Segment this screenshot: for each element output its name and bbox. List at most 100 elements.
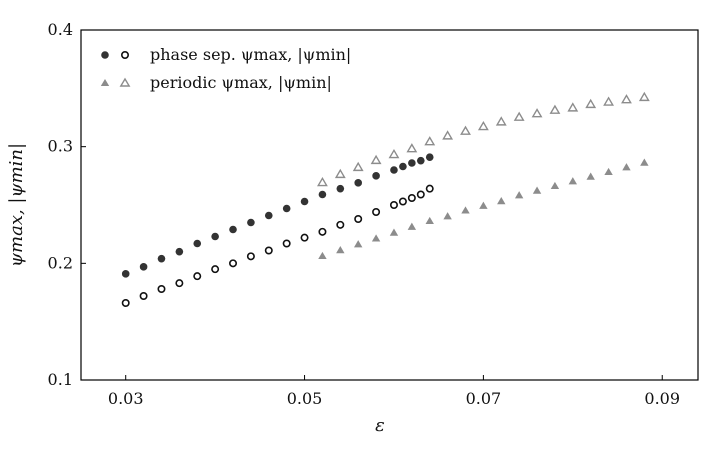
- data-point: [389, 201, 398, 210]
- data-point: [567, 102, 579, 112]
- data-point: [354, 240, 363, 248]
- data-point: [175, 279, 184, 288]
- data-point: [603, 96, 614, 106]
- data-point: [318, 190, 327, 199]
- data-point: [495, 116, 507, 126]
- data-point: [175, 247, 184, 256]
- data-point: [390, 166, 398, 174]
- y-tick-label: 0.3: [48, 137, 73, 156]
- data-point: [638, 91, 650, 102]
- series-1-open-circle: [121, 184, 434, 307]
- data-point: [370, 154, 382, 165]
- data-point: [318, 227, 327, 236]
- data-point: [247, 218, 255, 227]
- data-point: [336, 184, 345, 193]
- y-tick-label: 0.2: [48, 253, 73, 272]
- data-point: [461, 206, 470, 214]
- data-point: [568, 177, 578, 185]
- legend-marker-periodic-open: [119, 77, 131, 87]
- data-point: [334, 168, 346, 179]
- data-point: [416, 156, 425, 165]
- data-point: [300, 197, 309, 206]
- data-point: [477, 120, 489, 131]
- data-point: [193, 272, 202, 281]
- data-point: [354, 179, 363, 187]
- plot-frame: [80, 29, 699, 381]
- data-point: [318, 251, 327, 260]
- data-point: [139, 263, 148, 271]
- y-axis-label: ψmax, |ψmin|: [6, 143, 27, 267]
- data-point: [336, 220, 345, 229]
- data-point: [157, 284, 166, 293]
- data-point: [604, 167, 613, 176]
- data-point: [408, 159, 416, 167]
- data-point: [407, 222, 417, 230]
- data-point: [406, 143, 418, 153]
- data-marks: [121, 91, 650, 307]
- data-point: [121, 270, 130, 278]
- data-point: [389, 228, 399, 236]
- data-point: [497, 197, 506, 205]
- data-point: [479, 201, 488, 209]
- data-point: [264, 246, 273, 255]
- data-point: [371, 234, 381, 242]
- data-point: [229, 259, 238, 268]
- data-point: [513, 111, 525, 121]
- data-point: [514, 191, 524, 199]
- data-point: [586, 172, 595, 180]
- series-3-filled-triangle: [318, 158, 649, 260]
- data-point: [550, 181, 560, 190]
- data-point: [229, 225, 237, 234]
- data-point: [425, 153, 434, 161]
- legend-marker-periodic-filled: [100, 79, 110, 86]
- data-point: [424, 136, 436, 146]
- data-point: [425, 216, 434, 225]
- data-point: [336, 246, 345, 254]
- x-axis-label: ε: [375, 415, 385, 436]
- series-2-open-triangle: [317, 91, 650, 187]
- x-tick-label: 0.03: [108, 389, 144, 408]
- y-tick-label: 0.1: [48, 370, 73, 389]
- data-point: [246, 252, 255, 261]
- y-axis-ticks: 0.1 0.2 0.3 0.4: [48, 20, 86, 389]
- data-point: [531, 108, 543, 118]
- data-point: [211, 265, 220, 274]
- legend-label-phase-sep: phase sep. ψmax, |ψmin|: [150, 45, 351, 64]
- data-point: [416, 190, 425, 199]
- data-point: [121, 298, 130, 307]
- data-point: [549, 104, 561, 114]
- data-point: [532, 186, 542, 194]
- data-point: [585, 98, 597, 109]
- data-point: [300, 233, 309, 242]
- x-tick-label: 0.09: [644, 389, 680, 408]
- data-point: [640, 158, 649, 166]
- data-point: [264, 211, 273, 220]
- data-point: [193, 239, 202, 248]
- data-point: [317, 176, 328, 187]
- data-point: [443, 212, 452, 220]
- data-point: [211, 232, 219, 241]
- y-tick-label: 0.4: [48, 20, 73, 39]
- legend-marker-phase-filled: [101, 51, 109, 59]
- data-point: [621, 94, 632, 104]
- series-0-filled-circle: [121, 153, 434, 278]
- data-point: [425, 184, 434, 193]
- data-point: [157, 254, 166, 263]
- data-point: [139, 291, 148, 300]
- data-point: [388, 148, 400, 159]
- data-point: [622, 163, 631, 171]
- legend: phase sep. ψmax, |ψmin| periodic ψmax, |…: [100, 45, 351, 92]
- x-axis-ticks: 0.03 0.05 0.07 0.09: [108, 375, 680, 408]
- data-point: [372, 208, 381, 217]
- legend-label-periodic: periodic ψmax, |ψmin|: [150, 73, 332, 92]
- x-tick-label: 0.05: [287, 389, 323, 408]
- data-point: [372, 172, 380, 180]
- data-point: [460, 125, 471, 135]
- data-point: [282, 204, 291, 213]
- x-tick-label: 0.07: [466, 389, 502, 408]
- data-point: [352, 161, 364, 172]
- data-point: [407, 194, 416, 203]
- legend-marker-phase-open: [121, 50, 130, 59]
- data-point: [399, 162, 407, 171]
